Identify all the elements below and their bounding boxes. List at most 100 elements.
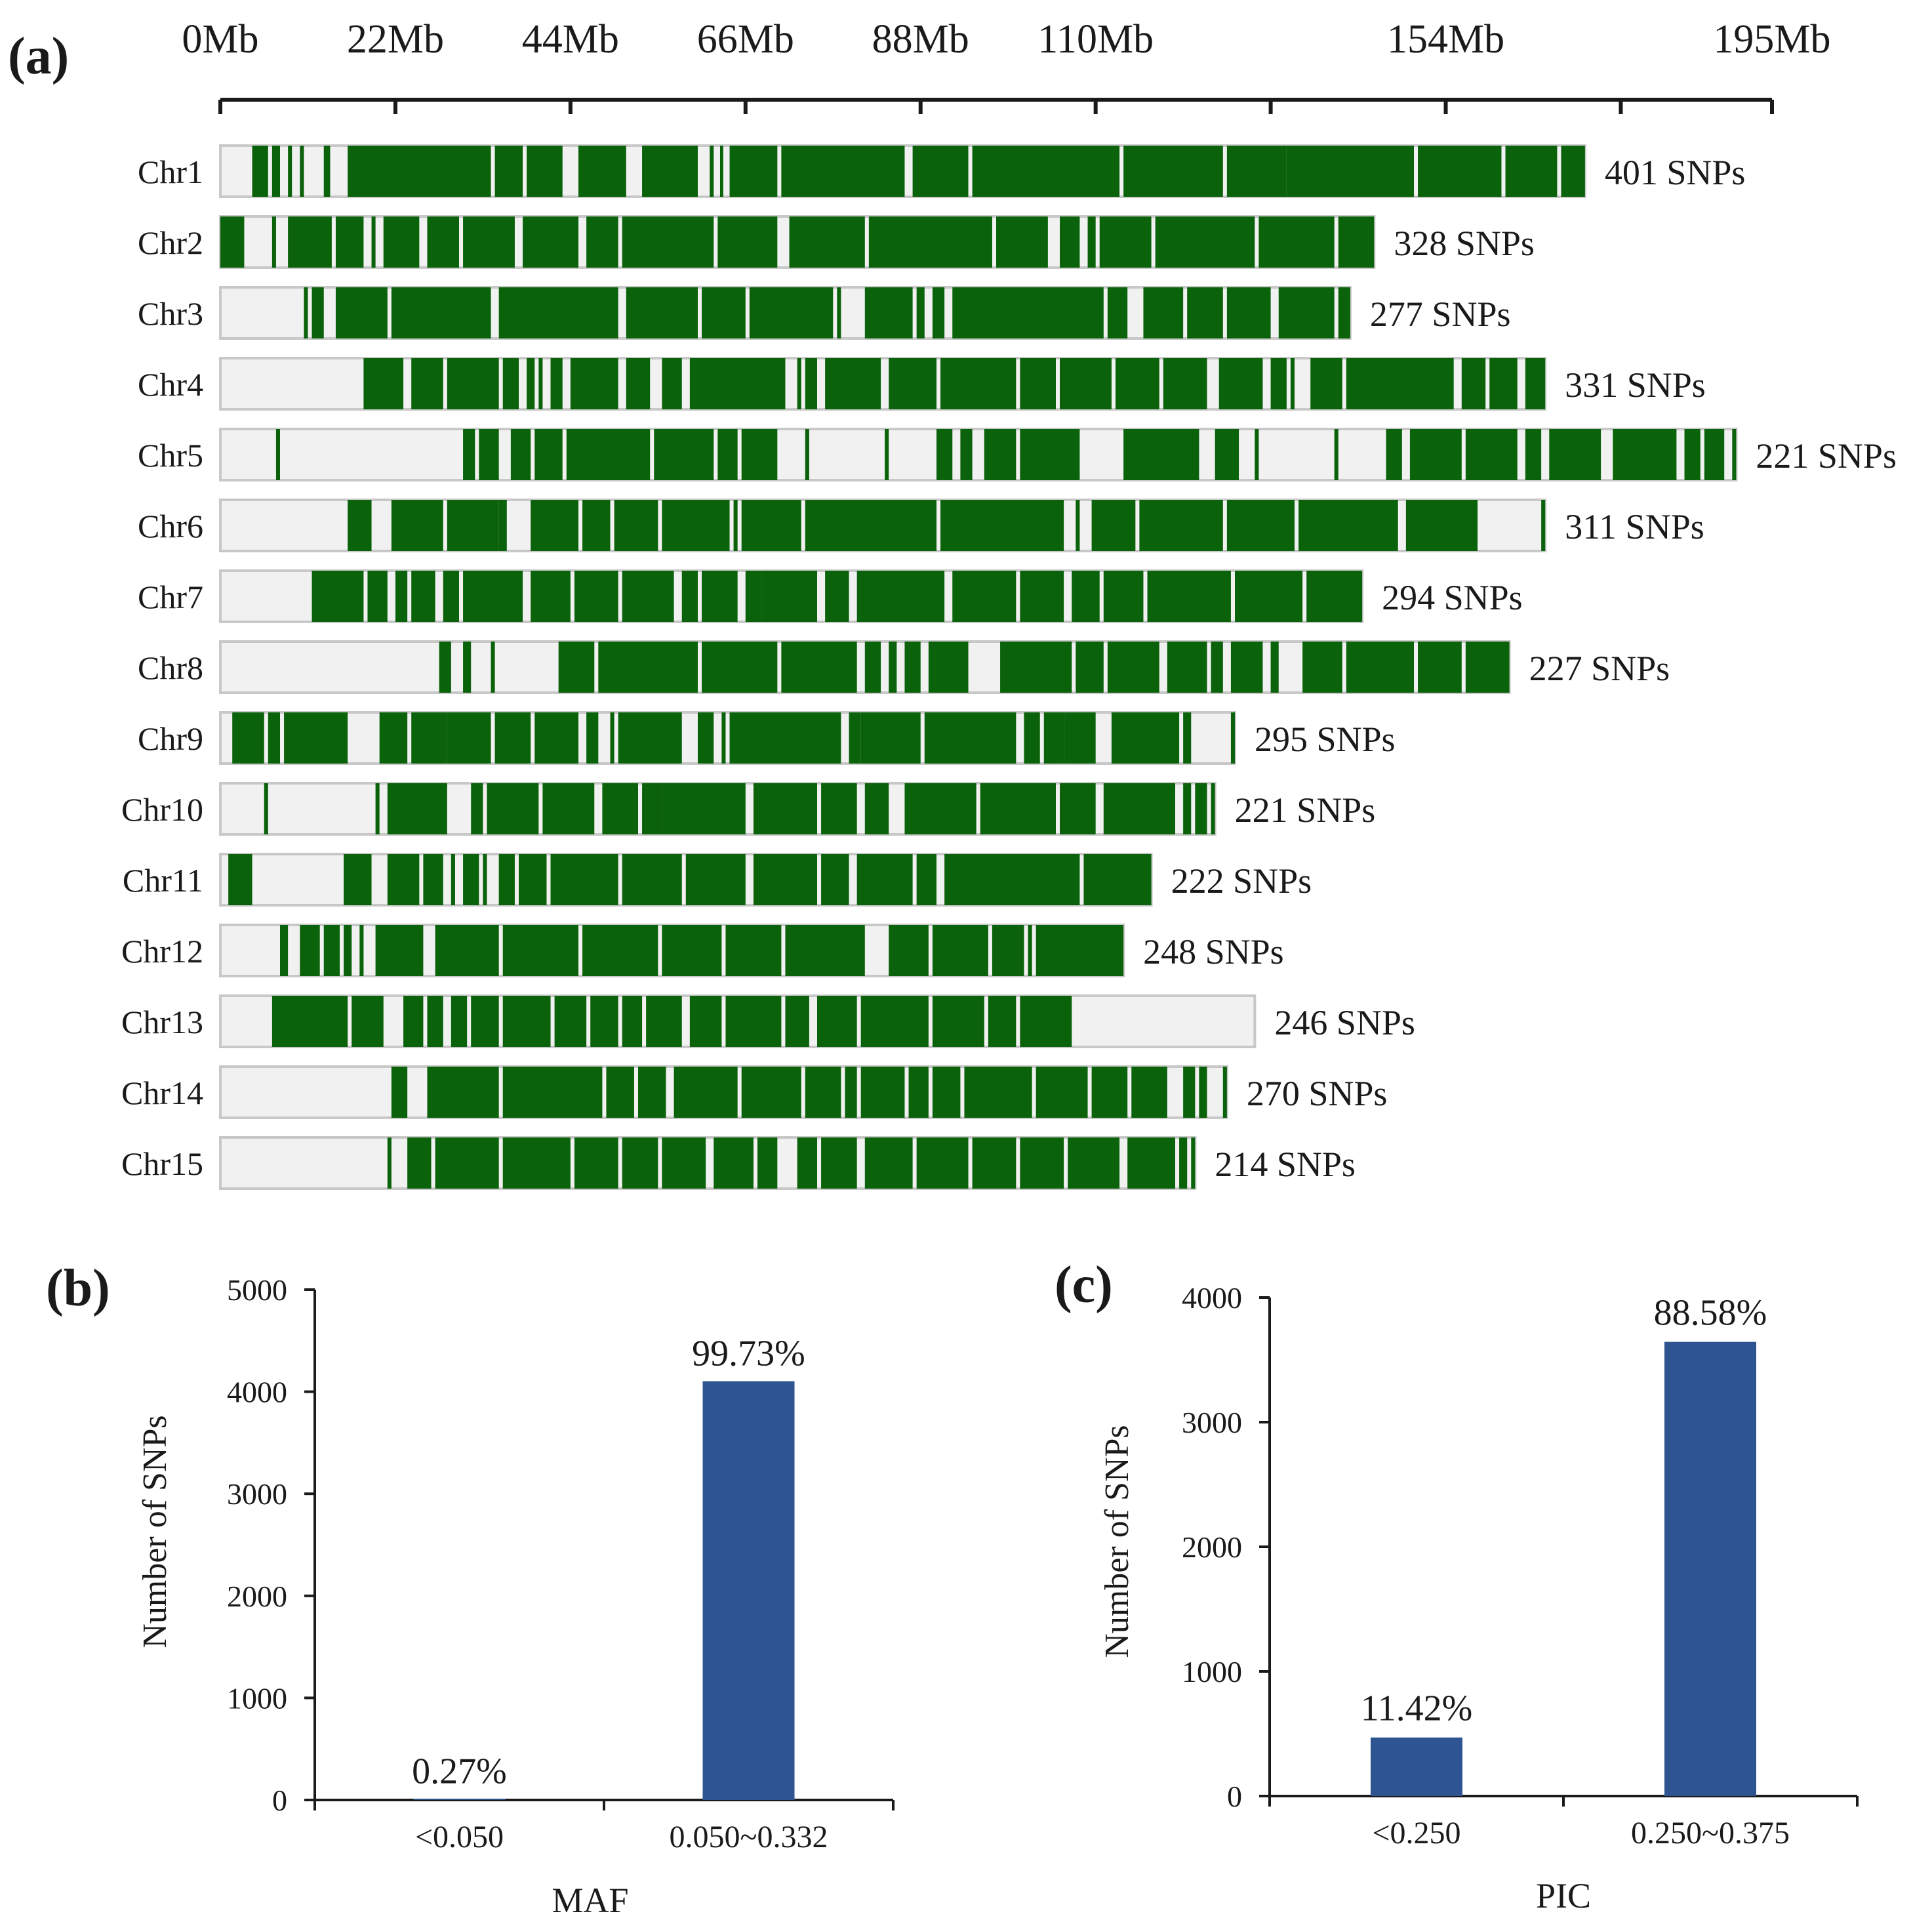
chromosome-name: Chr11	[123, 862, 203, 899]
snp-count-label: 401 SNPs	[1605, 153, 1746, 192]
chromosome-row: Chr13 246 SNPs	[121, 994, 1415, 1048]
snp-density-block	[574, 571, 618, 622]
chromosome-name: Chr15	[121, 1145, 203, 1182]
snp-density-block	[821, 783, 857, 834]
snp-density-block	[1525, 429, 1542, 480]
panel-a-chromosome-map: (a) 0Mb 22Mb 44Mb 66Mb 88Mb 110Mb 154Mb 195Mb C…	[8, 17, 1897, 1190]
panel-a-label: (a)	[8, 28, 69, 85]
snp-density-block	[471, 996, 499, 1047]
snp-density-block	[698, 712, 714, 764]
chromosome-name: Chr12	[121, 933, 203, 970]
snp-density-block	[272, 146, 280, 197]
category-label: 0.250~0.375	[1631, 1816, 1790, 1850]
panel-c-ylabel: Number of SNPs	[1098, 1425, 1136, 1658]
snp-density-block	[1465, 429, 1518, 480]
snp-density-block	[1179, 1137, 1188, 1189]
y-tick-label: 3000	[227, 1477, 287, 1511]
snp-density-block	[825, 358, 881, 409]
snp-density-block	[626, 287, 698, 338]
snp-density-block	[928, 642, 969, 693]
snp-density-block	[710, 146, 714, 197]
snp-density-block	[510, 429, 531, 480]
snp-density-block	[825, 571, 849, 622]
snp-density-block	[387, 783, 432, 834]
panel-b-label: (b)	[46, 1259, 110, 1317]
snp-density-block	[1123, 146, 1223, 197]
snp-density-block	[527, 358, 535, 409]
y-tick-label: 4000	[227, 1376, 287, 1409]
snp-density-block	[725, 925, 782, 976]
chromosome-name: Chr5	[138, 437, 203, 474]
snp-density-block	[797, 358, 801, 409]
chromosome-name: Chr13	[121, 1004, 203, 1040]
snp-density-block	[622, 1137, 658, 1189]
snp-density-block	[403, 996, 424, 1047]
snp-density-block	[284, 712, 348, 764]
snp-density-block	[463, 854, 479, 905]
snp-density-block	[502, 358, 519, 409]
snp-density-block	[1060, 783, 1096, 834]
snp-density-block	[936, 429, 953, 480]
snp-density-block	[602, 783, 638, 834]
chromosome-row: Chr14 270 SNPs	[121, 1065, 1387, 1119]
snp-density-block	[785, 925, 865, 976]
mb-scale-axis: 0Mb 22Mb 44Mb 66Mb 88Mb 110Mb 154Mb 195Mb	[182, 17, 1831, 114]
snp-density-block	[1306, 571, 1363, 622]
snp-density-block	[371, 216, 376, 268]
snp-density-block	[220, 216, 245, 268]
snp-density-block	[1043, 712, 1064, 764]
chromosome-name: Chr1	[138, 153, 203, 190]
snp-density-block	[717, 216, 778, 268]
snp-density-block	[531, 571, 571, 622]
snp-density-block	[916, 287, 925, 338]
snp-density-block	[988, 996, 1016, 1047]
snp-density-block	[856, 571, 945, 622]
snp-density-block	[1060, 216, 1080, 268]
snp-density-block	[300, 925, 320, 976]
snp-density-block	[1561, 146, 1585, 197]
snp-density-block	[1099, 216, 1152, 268]
snp-density-block	[964, 1067, 1032, 1118]
snp-density-block	[1076, 642, 1104, 693]
snp-density-block	[729, 712, 841, 764]
snp-density-block	[1541, 500, 1546, 551]
snp-density-block	[1226, 146, 1287, 197]
snp-density-block	[502, 996, 551, 1047]
snp-density-block	[1409, 429, 1462, 480]
snp-density-block	[582, 925, 658, 976]
snp-density-block	[550, 854, 618, 905]
snp-density-block	[952, 571, 1016, 622]
snp-density-block	[1418, 642, 1462, 693]
snp-density-block	[940, 358, 1016, 409]
snp-density-block	[502, 1137, 571, 1189]
snp-count-label: 214 SNPs	[1215, 1145, 1356, 1184]
chromosome-row: Chr1 401 SNPs	[138, 144, 1746, 198]
y-tick-label: 5000	[227, 1273, 287, 1307]
snp-density-block	[1116, 358, 1159, 409]
snp-density-block	[363, 358, 404, 409]
snp-density-block	[689, 358, 786, 409]
snp-density-block	[904, 783, 976, 834]
snp-density-block	[638, 1067, 666, 1118]
snp-density-block	[805, 1067, 841, 1118]
snp-density-block	[586, 216, 618, 268]
chromosome-row: Chr8 227 SNPs	[138, 640, 1670, 694]
snp-density-block	[805, 500, 936, 551]
snp-density-block	[1103, 783, 1175, 834]
snp-density-block	[889, 358, 936, 409]
snp-density-block	[980, 783, 1056, 834]
snp-density-block	[753, 783, 817, 834]
snp-density-block	[1418, 146, 1502, 197]
y-tick-label: 1000	[1182, 1655, 1242, 1688]
snp-density-block	[868, 216, 992, 268]
snp-density-block	[1000, 642, 1072, 693]
snp-density-block	[491, 642, 495, 693]
snp-density-block	[352, 996, 384, 1047]
y-tick-label: 1000	[227, 1681, 287, 1715]
snp-density-block	[741, 500, 801, 551]
snp-density-block	[821, 854, 849, 905]
scale-tick-label: 110Mb	[1037, 17, 1154, 62]
snp-density-block	[498, 500, 507, 551]
snp-density-block	[359, 925, 364, 976]
snp-density-block	[749, 287, 834, 338]
